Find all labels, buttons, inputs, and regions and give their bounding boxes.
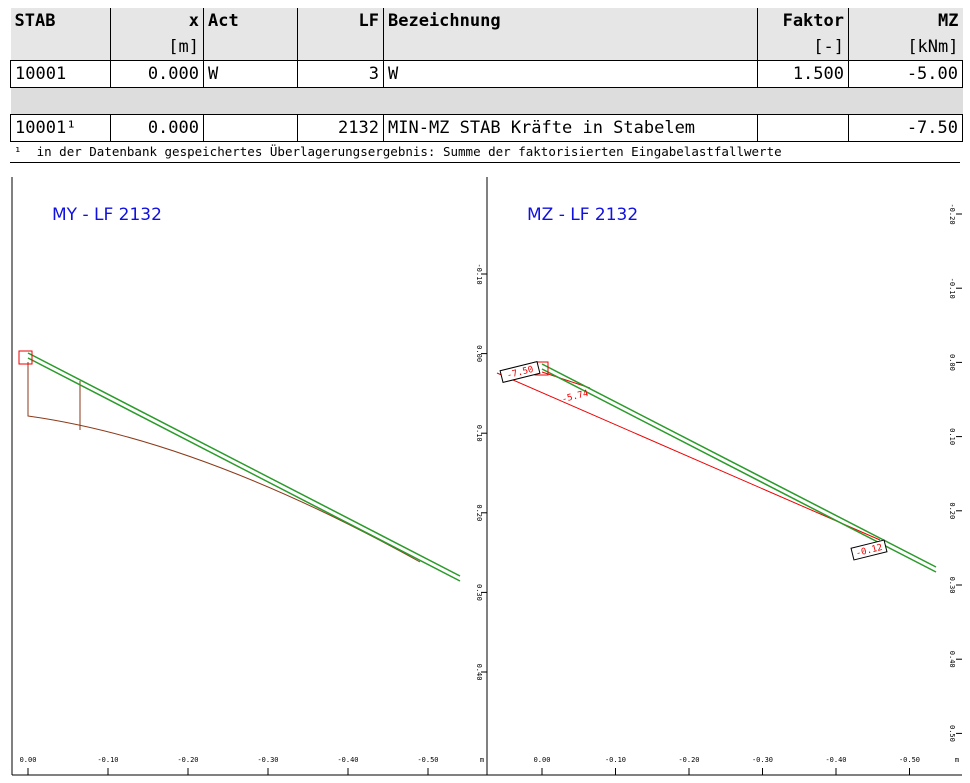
y-tick-label: 0.50 [948, 725, 956, 742]
cell: 10001 [10, 60, 111, 88]
node [18, 350, 33, 365]
member [541, 368, 937, 573]
x-tick-label: -0.40 [825, 756, 846, 764]
moment-curve [27, 362, 421, 563]
result-table: STAB x Act LF Bezeichnung Faktor MZ [m] [-] [kNm]… [10, 8, 963, 142]
y-tick-label: 0.40 [475, 664, 483, 681]
x-tick-label: -0.10 [97, 756, 118, 764]
x-tick-label: 0.00 [20, 756, 37, 764]
separator-row [10, 87, 963, 115]
cell [203, 114, 298, 142]
y-tick-label: -0.10 [948, 278, 956, 299]
member [27, 352, 461, 577]
x-tick-label: -0.20 [678, 756, 699, 764]
value-label: -7.50 [506, 365, 535, 381]
value-label: -5.74 [561, 389, 590, 405]
column-header: Bezeichnung [383, 8, 758, 34]
column-unit [297, 34, 384, 61]
footnote-text: in der Datenbank gespeichertes Überlager… [36, 144, 782, 159]
unit-row: [m] [-] [kNm] [10, 34, 963, 61]
y-tick-label: -0.20 [948, 203, 956, 224]
panel-title: MZ - LF 2132 [527, 205, 638, 225]
footnote: ¹ in der Datenbank gespeichertes Überlag… [10, 144, 960, 163]
y-tick-label: 0.00 [948, 354, 956, 371]
y-tick-label: 0.40 [948, 651, 956, 668]
x-tick-label: -0.50 [899, 756, 920, 764]
header-row: STAB x Act LF Bezeichnung Faktor MZ [10, 8, 963, 34]
column-unit [203, 34, 298, 61]
cell: 3 [297, 60, 384, 88]
x-tick-label: 0.00 [534, 756, 551, 764]
my-diagram [18, 350, 461, 582]
x-tick-label: -0.10 [605, 756, 626, 764]
y-tick-label: 0.20 [948, 502, 956, 519]
column-header: Act [203, 8, 298, 34]
member [541, 363, 937, 568]
column-unit: [m] [110, 34, 204, 61]
panel-title: MY - LF 2132 [52, 205, 162, 225]
cell: W [203, 60, 298, 88]
label-box [499, 360, 541, 384]
cell: -5.00 [848, 60, 963, 88]
x-tick-label: -0.30 [752, 756, 773, 764]
x-unit: m [955, 756, 959, 764]
x-tick-label: -0.30 [257, 756, 278, 764]
x-tick-label: -0.40 [337, 756, 358, 764]
x-tick-label: -0.20 [177, 756, 198, 764]
footnote-marker: ¹ [14, 144, 22, 159]
column-unit [10, 34, 111, 61]
y-tick-label: 0.00 [475, 345, 483, 362]
column-header: STAB [10, 8, 111, 34]
cell: 1.500 [757, 60, 849, 88]
cell: -7.50 [848, 114, 963, 142]
data-row: 10001 0.000 W 3 W 1.500 -5.00 [10, 60, 963, 88]
y-tick-label: -0.10 [475, 263, 483, 284]
x-tick-label: -0.50 [417, 756, 438, 764]
cell: 0.000 [110, 114, 204, 142]
cell: 0.000 [110, 60, 204, 88]
label-box [850, 539, 888, 561]
mz-diagram: -7.50 -5.74 -0.12 [496, 360, 937, 573]
data-row: 10001¹ 0.000 2132 MIN-MZ STAB Kräfte in Sta… [10, 114, 963, 142]
column-unit: [-] [757, 34, 849, 61]
y-tick-label: 0.30 [475, 584, 483, 601]
y-tick-label: 0.30 [948, 577, 956, 594]
column-header: MZ [848, 8, 963, 34]
y-tick-label: 0.10 [475, 425, 483, 442]
member [27, 357, 461, 582]
y-tick-label: 0.20 [475, 504, 483, 521]
column-header: x [110, 8, 204, 34]
y-tick-label: 0.10 [948, 428, 956, 445]
column-unit [383, 34, 758, 61]
moment-line [496, 372, 881, 541]
cell: 10001¹ [10, 114, 111, 142]
column-header: LF [297, 8, 384, 34]
column-unit: [kNm] [848, 34, 963, 61]
cell: 2132 [297, 114, 384, 142]
value-label: -0.12 [855, 543, 884, 559]
column-header: Faktor [757, 8, 849, 34]
blank [10, 87, 963, 115]
cell [757, 114, 849, 142]
cell: MIN-MZ STAB Kräfte in Stabelem [383, 114, 758, 142]
x-unit: m [480, 756, 484, 764]
